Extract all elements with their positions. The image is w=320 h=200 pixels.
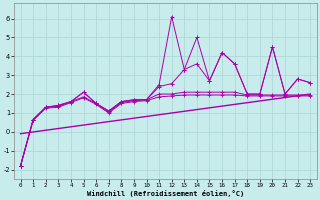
- X-axis label: Windchill (Refroidissement éolien,°C): Windchill (Refroidissement éolien,°C): [87, 190, 244, 197]
